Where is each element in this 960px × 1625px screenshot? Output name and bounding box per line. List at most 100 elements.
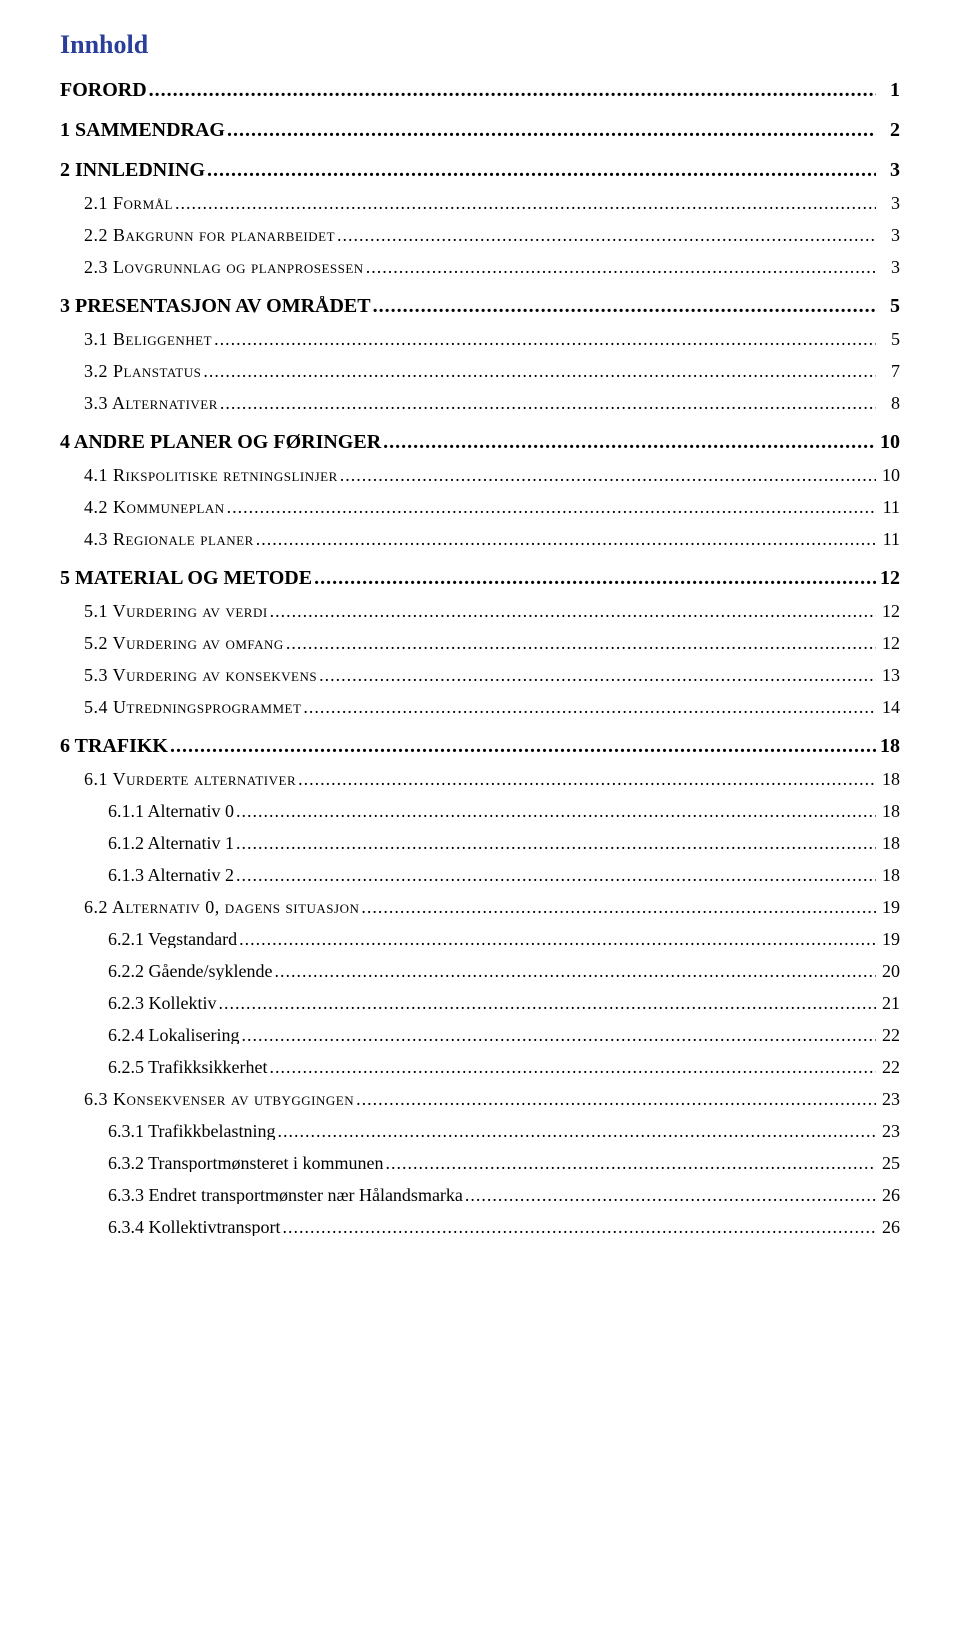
toc-entry: 4.2 Kommuneplan11 bbox=[84, 498, 900, 516]
toc-leader-dots bbox=[236, 802, 876, 820]
toc-entry-label: 6 TRAFIKK bbox=[60, 736, 168, 756]
toc-entry: 6.1.3 Alternativ 218 bbox=[108, 866, 900, 884]
toc-leader-dots bbox=[298, 770, 876, 788]
toc-entry-label: 6.3.4 Kollektivtransport bbox=[108, 1218, 280, 1236]
toc-entry-page: 5 bbox=[878, 296, 900, 316]
toc-entry-label: 3.3 Alternativer bbox=[84, 394, 218, 412]
toc-entry-page: 25 bbox=[878, 1154, 900, 1172]
toc-entry: 4.3 Regionale planer11 bbox=[84, 530, 900, 548]
toc-entry-page: 12 bbox=[878, 568, 900, 588]
toc-leader-dots bbox=[366, 258, 876, 276]
toc-entry: 6.3.4 Kollektivtransport 26 bbox=[108, 1218, 900, 1236]
toc-entry: 1 SAMMENDRAG2 bbox=[60, 120, 900, 140]
toc-entry: 6.3.2 Transportmønsteret i kommunen 25 bbox=[108, 1154, 900, 1172]
toc-leader-dots bbox=[340, 466, 876, 484]
toc-leader-dots bbox=[286, 634, 876, 652]
toc-entry-page: 14 bbox=[878, 698, 900, 716]
toc-leader-dots bbox=[227, 498, 876, 516]
toc-entry: 5.1 Vurdering av verdi 12 bbox=[84, 602, 900, 620]
toc-leader-dots bbox=[270, 1058, 877, 1076]
toc-leader-dots bbox=[270, 602, 876, 620]
toc-leader-dots bbox=[282, 1218, 876, 1236]
toc-leader-dots bbox=[149, 80, 876, 100]
toc-entry: FORORD1 bbox=[60, 80, 900, 100]
toc-entry-label: 6.2.2 Gående/syklende bbox=[108, 962, 272, 980]
toc-entry: 3.1 Beliggenhet5 bbox=[84, 330, 900, 348]
toc-entry-page: 26 bbox=[878, 1218, 900, 1236]
toc-leader-dots bbox=[314, 568, 876, 588]
toc-entry-page: 26 bbox=[878, 1186, 900, 1204]
toc-entry-page: 20 bbox=[878, 962, 900, 980]
toc-leader-dots bbox=[356, 1090, 876, 1108]
toc-leader-dots bbox=[383, 432, 876, 452]
toc-entry-label: 6.3 Konsekvenser av utbyggingen bbox=[84, 1090, 354, 1108]
toc-entry-page: 23 bbox=[878, 1090, 900, 1108]
toc-entry-page: 3 bbox=[878, 194, 900, 212]
toc-entry: 2.3 Lovgrunnlag og planprosessen3 bbox=[84, 258, 900, 276]
toc-leader-dots bbox=[465, 1186, 876, 1204]
toc-leader-dots bbox=[175, 194, 876, 212]
toc-leader-dots bbox=[170, 736, 876, 756]
toc-entry-page: 3 bbox=[878, 160, 900, 180]
toc-entry: 5.3 Vurdering av konsekvens 13 bbox=[84, 666, 900, 684]
toc-leader-dots bbox=[274, 962, 876, 980]
toc-entry-page: 13 bbox=[878, 666, 900, 684]
toc-entry: 5.2 Vurdering av omfang12 bbox=[84, 634, 900, 652]
toc-entry: 6.1.1 Alternativ 018 bbox=[108, 802, 900, 820]
toc-entry: 3.2 Planstatus7 bbox=[84, 362, 900, 380]
toc-leader-dots bbox=[239, 930, 876, 948]
toc-entry-label: 6.2.5 Trafikksikkerhet bbox=[108, 1058, 268, 1076]
toc-leader-dots bbox=[214, 330, 876, 348]
toc-entry-page: 18 bbox=[878, 736, 900, 756]
toc-entry-label: 5 MATERIAL OG METODE bbox=[60, 568, 312, 588]
toc-leader-dots bbox=[386, 1154, 877, 1172]
toc-entry-label: 5.1 Vurdering av verdi bbox=[84, 602, 268, 620]
toc-entry-label: 3.1 Beliggenhet bbox=[84, 330, 212, 348]
toc-entry-page: 18 bbox=[878, 866, 900, 884]
toc-entry: 3 PRESENTASJON AV OMRÅDET 5 bbox=[60, 296, 900, 316]
toc-entry-page: 18 bbox=[878, 834, 900, 852]
toc-entry-page: 12 bbox=[878, 602, 900, 620]
toc-leader-dots bbox=[373, 296, 876, 316]
toc-entry-label: 2.3 Lovgrunnlag og planprosessen bbox=[84, 258, 364, 276]
toc-entry-label: 6.3.2 Transportmønsteret i kommunen bbox=[108, 1154, 384, 1172]
toc-entry-label: 6.2.3 Kollektiv bbox=[108, 994, 217, 1012]
toc-entry-label: 6.3.1 Trafikkbelastning bbox=[108, 1122, 276, 1140]
toc-entry: 5 MATERIAL OG METODE 12 bbox=[60, 568, 900, 588]
toc-leader-dots bbox=[207, 160, 876, 180]
toc-entry-page: 11 bbox=[878, 498, 900, 516]
toc-entry: 6.2.2 Gående/syklende 20 bbox=[108, 962, 900, 980]
toc-entry-page: 18 bbox=[878, 770, 900, 788]
toc-entry-label: 3 PRESENTASJON AV OMRÅDET bbox=[60, 296, 371, 316]
toc-entry-label: 3.2 Planstatus bbox=[84, 362, 201, 380]
toc-leader-dots bbox=[236, 866, 876, 884]
toc-entry-page: 18 bbox=[878, 802, 900, 820]
toc-entry-label: 6.2 Alternativ 0, dagens situasjon bbox=[84, 898, 359, 916]
toc-entry-label: 2 INNLEDNING bbox=[60, 160, 205, 180]
toc-entry-label: 4.1 Rikspolitiske retningslinjer bbox=[84, 466, 338, 484]
toc-list: FORORD11 SAMMENDRAG22 INNLEDNING32.1 For… bbox=[60, 80, 900, 1236]
toc-entry-page: 21 bbox=[878, 994, 900, 1012]
toc-entry: 6.2.5 Trafikksikkerhet22 bbox=[108, 1058, 900, 1076]
toc-leader-dots bbox=[227, 120, 876, 140]
toc-entry: 6.2 Alternativ 0, dagens situasjon19 bbox=[84, 898, 900, 916]
toc-title: Innhold bbox=[60, 30, 900, 60]
toc-entry-label: FORORD bbox=[60, 80, 147, 100]
toc-entry-label: 1 SAMMENDRAG bbox=[60, 120, 225, 140]
toc-entry-label: 6.1.2 Alternativ 1 bbox=[108, 834, 234, 852]
toc-entry-page: 10 bbox=[878, 432, 900, 452]
toc-leader-dots bbox=[203, 362, 876, 380]
toc-entry: 6.3.3 Endret transportmønster nær Håland… bbox=[108, 1186, 900, 1204]
toc-entry-label: 6.2.1 Vegstandard bbox=[108, 930, 237, 948]
toc-entry: 4 ANDRE PLANER OG FØRINGER10 bbox=[60, 432, 900, 452]
toc-leader-dots bbox=[219, 994, 877, 1012]
toc-entry-label: 5.4 Utredningsprogrammet bbox=[84, 698, 301, 716]
toc-leader-dots bbox=[241, 1026, 876, 1044]
toc-entry-page: 3 bbox=[878, 226, 900, 244]
toc-entry-label: 5.3 Vurdering av konsekvens bbox=[84, 666, 317, 684]
toc-entry-label: 2.2 Bakgrunn for planarbeidet bbox=[84, 226, 335, 244]
toc-entry: 3.3 Alternativer8 bbox=[84, 394, 900, 412]
toc-leader-dots bbox=[278, 1122, 876, 1140]
toc-entry-label: 5.2 Vurdering av omfang bbox=[84, 634, 284, 652]
toc-entry: 2.1 Formål3 bbox=[84, 194, 900, 212]
